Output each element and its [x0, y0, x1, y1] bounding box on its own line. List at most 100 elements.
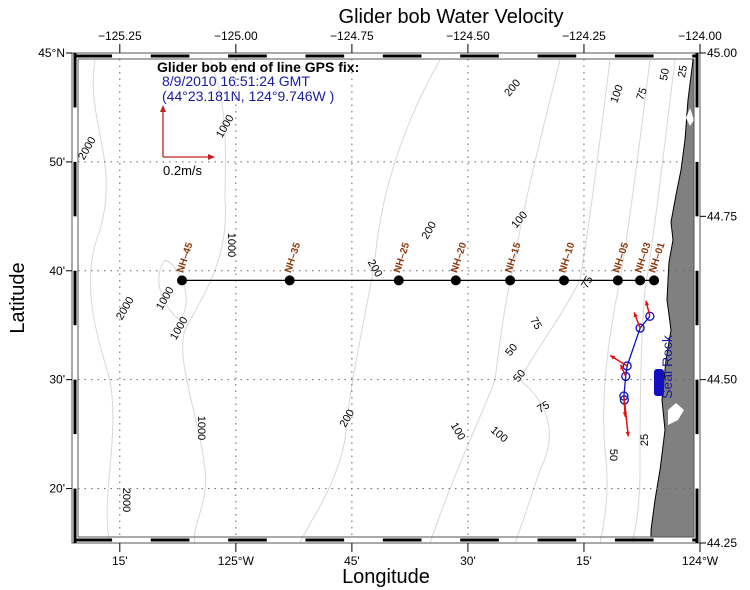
- contour-line: [514, 59, 611, 544]
- annotation-heading: Glider bob end of line GPS fix:: [157, 59, 359, 75]
- contour-label: 100: [608, 83, 626, 104]
- gps-fix-annotation: Glider bob end of line GPS fix: 8/9/2010…: [157, 59, 359, 104]
- top-tick-label: −124.00: [678, 29, 722, 43]
- station-marker: [612, 275, 623, 286]
- place-label-seal-rock: Seal Rock: [659, 334, 675, 399]
- right-tick-label: 44.25: [707, 536, 737, 550]
- contour-label: 1000: [214, 113, 237, 140]
- station-marker: [284, 275, 295, 286]
- station-marker: [393, 275, 404, 286]
- contour-label: 1000: [225, 233, 237, 257]
- left-tick-label: 50': [49, 155, 65, 169]
- seal-rock-marker: [654, 369, 664, 396]
- station-label: NH–25: [392, 241, 412, 274]
- velocity-arrowhead: [633, 312, 638, 318]
- station-marker: [450, 275, 461, 286]
- left-tick-label: 40': [49, 264, 65, 278]
- velocity-arrowhead: [620, 364, 625, 370]
- contour-line: [631, 59, 676, 544]
- left-tick-label: 30': [49, 373, 65, 387]
- track-point: [635, 323, 645, 333]
- bottom-tick-label: 15': [112, 554, 128, 568]
- contour-line: [429, 59, 561, 544]
- contour-label: 2000: [120, 488, 132, 512]
- velocity-vector: [623, 399, 629, 437]
- track-point: [622, 361, 632, 371]
- contour-label: 2000: [114, 295, 137, 322]
- station-marker: [177, 275, 188, 286]
- right-tick-label: 44.75: [707, 209, 737, 223]
- contour-line: [299, 59, 441, 544]
- contour-label: 200: [502, 77, 523, 99]
- coastline-inlet: [686, 108, 694, 126]
- coastline-inlet: [668, 403, 684, 425]
- contour-label: 75: [579, 274, 596, 291]
- track-point: [621, 371, 631, 382]
- contour-label: 50: [658, 67, 672, 81]
- station-marker: [649, 275, 660, 286]
- contour-label: 50: [607, 449, 619, 461]
- glider-track: [609, 300, 664, 437]
- contour-label: 100: [488, 424, 510, 445]
- contour-line: [158, 259, 187, 321]
- scale-label: 0.2m/s: [163, 163, 203, 178]
- contour-label: 200: [365, 258, 385, 280]
- bathymetry-contours: 1000 2000 1000 200 200 100 75 1000 2000 1000 75 50 5…: [76, 59, 690, 544]
- top-tick-label: −124.50: [446, 29, 490, 43]
- station-marker: [505, 275, 516, 286]
- y-axis-label: Latitude: [7, 262, 29, 333]
- top-tick-label: −124.75: [330, 29, 374, 43]
- track-line: [623, 315, 651, 400]
- x-axis-label: Longitude: [342, 566, 430, 588]
- contour-label: 1000: [154, 285, 177, 312]
- top-tick-label: −125.00: [214, 29, 258, 43]
- station-label: NH–20: [449, 241, 469, 274]
- station-label: NH–10: [557, 241, 577, 274]
- station-label: NH–35: [283, 241, 303, 274]
- velocity-arrowhead: [625, 431, 630, 437]
- bottom-tick-label: 125°W: [218, 554, 255, 568]
- frame-inner: [77, 58, 695, 538]
- bottom-tick-label: 30': [460, 554, 476, 568]
- annotation-position: (44°23.181N, 124°9.746W ): [162, 88, 334, 104]
- contour-line: [182, 59, 227, 544]
- velocity-arrowhead: [644, 300, 650, 306]
- contour-label: 100: [448, 421, 468, 443]
- track-point: [645, 311, 655, 321]
- station-label: NH–15: [504, 241, 524, 274]
- velocity-scale: 0.2m/s: [160, 105, 215, 178]
- top-tick-label: −124.25: [562, 29, 606, 43]
- contour-label: 25: [676, 64, 690, 78]
- contour-label: 75: [527, 315, 544, 332]
- axis-ticks: −125.25 −125.00 −124.75 −124.50 −124.25 −124.…: [38, 29, 737, 568]
- contour-label: 200: [420, 220, 440, 242]
- contour-label: 75: [634, 86, 649, 102]
- land-mass: [650, 59, 695, 538]
- left-tick-label: 45°N: [38, 46, 65, 60]
- contour-label: 200: [338, 408, 358, 430]
- contour-label: 75: [535, 399, 552, 416]
- contour-label: 100: [509, 209, 530, 231]
- frame-outer: [71, 52, 701, 544]
- contour-label: 2000: [76, 135, 99, 162]
- velocity-arrowhead: [610, 355, 616, 360]
- contour-label: 1000: [168, 315, 191, 342]
- bottom-tick-label: 15': [576, 554, 592, 568]
- right-tick-label: 45.00: [707, 46, 737, 60]
- contour-label: 25: [639, 434, 651, 446]
- station-marker: [635, 275, 646, 286]
- station-line: NH–45 NH–35 NH–25 NH–20 NH–15 NH–10 NH–05 NH–03…: [175, 241, 668, 286]
- left-tick-label: 20': [49, 482, 65, 496]
- map-title: Glider bob Water Velocity: [339, 6, 564, 28]
- station-label: NH–45: [175, 241, 195, 274]
- coastline: [650, 59, 695, 538]
- contour-line: [599, 59, 651, 544]
- right-tick-label: 44.50: [707, 373, 737, 387]
- bottom-tick-label: 124°W: [682, 554, 719, 568]
- contour-label: 1000: [195, 416, 207, 440]
- annotation-time: 8/9/2010 16:51:24 GMT: [162, 73, 310, 89]
- contour-label: 50: [503, 342, 520, 359]
- bottom-tick-label: 45': [344, 554, 360, 568]
- contour-line: [89, 59, 114, 544]
